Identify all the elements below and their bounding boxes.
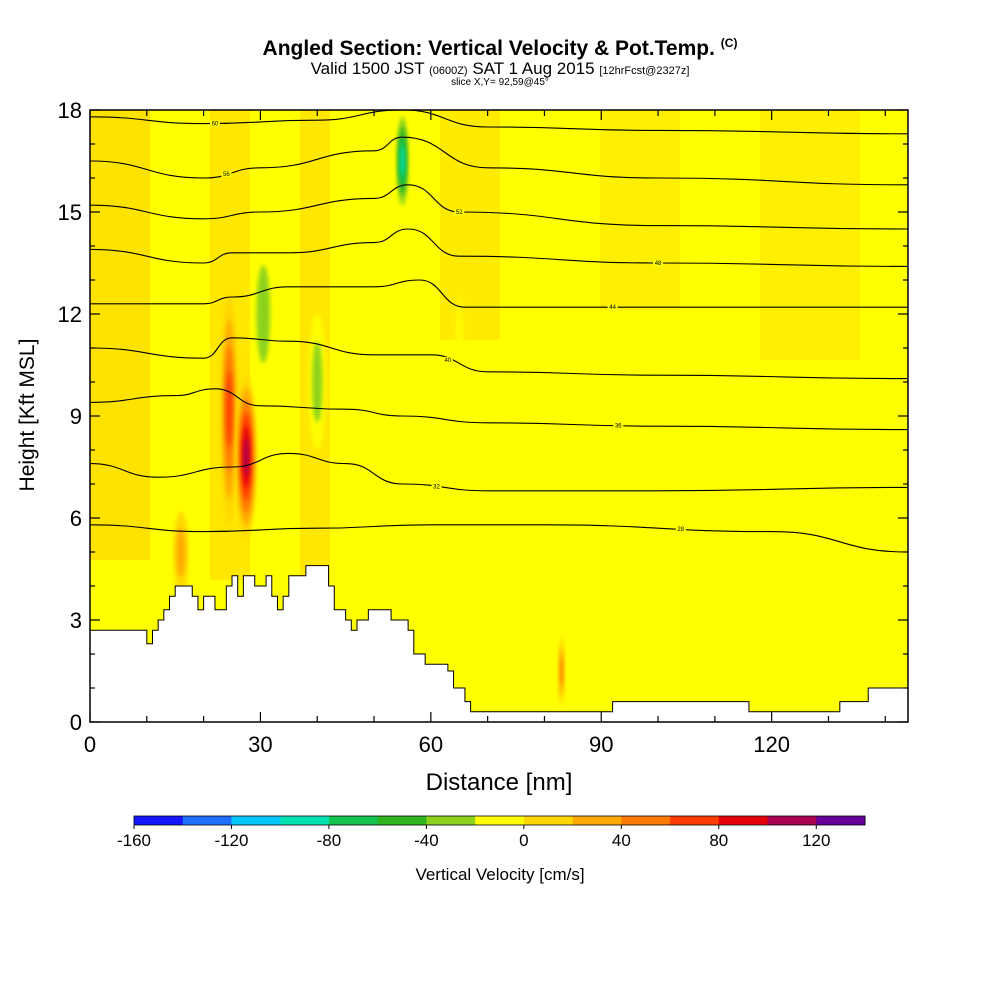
- colorbar-swatch: [767, 816, 817, 825]
- downdraft-cell: [455, 297, 463, 433]
- downdraft-cell: [501, 212, 514, 382]
- y-tick-label: 12: [58, 302, 82, 327]
- colorbar-tick-label: 80: [709, 831, 728, 850]
- x-axis-label: Distance [nm]: [426, 769, 573, 796]
- chart-title-text: Angled Section: Vertical Velocity & Pot.…: [262, 37, 715, 60]
- colorbar-tick-label: -80: [317, 831, 342, 850]
- isentrope-line: [90, 337, 908, 380]
- isentrope-label: 28: [677, 527, 684, 533]
- colorbar-swatch: [621, 816, 671, 825]
- colorbar-label: Vertical Velocity [cm/s]: [415, 865, 584, 884]
- isentrope-line: [90, 279, 908, 308]
- downdraft-cell: [400, 146, 405, 176]
- isentrope-label: 52: [456, 210, 463, 216]
- isentrope-line: [90, 110, 908, 135]
- y-tick-label: 3: [70, 608, 82, 633]
- colorbar-swatch: [718, 816, 769, 825]
- colorbar-swatch: [572, 816, 622, 825]
- plot-area: 60 56 52 48 44 40 36 32 28: [90, 110, 908, 722]
- valid-zulu: (0600Z): [429, 65, 468, 77]
- colorbar-swatch: [426, 816, 476, 825]
- slice-info: slice X,Y= 92,59@45°: [451, 77, 549, 88]
- valid-date: SAT 1 Aug 2015: [472, 59, 595, 78]
- chart-title: Angled Section: Vertical Velocity & Pot.…: [0, 36, 1000, 61]
- downdraft-cell: [256, 265, 271, 363]
- isentrope-line: [90, 388, 908, 431]
- colorbar-swatch: [280, 816, 330, 825]
- isentrope-label: 32: [433, 485, 440, 491]
- colorbar-swatch: [475, 816, 525, 825]
- colorbar-swatch: [523, 816, 574, 825]
- updraft-cell: [560, 656, 563, 686]
- colorbar-tick-label: -120: [214, 831, 248, 850]
- y-tick-label: 9: [70, 404, 82, 429]
- y-axis-label: Height [Kft MSL]: [16, 339, 39, 492]
- weak-updraft-band: [760, 110, 860, 360]
- isentrope-label-bg: [221, 170, 232, 177]
- colorbar-swatch: [328, 816, 379, 825]
- colorbar-tick-label: 40: [612, 831, 631, 850]
- isentrope-label-bg: [613, 422, 624, 429]
- isentrope-label-bg: [607, 304, 618, 311]
- colorbar-swatch: [670, 816, 720, 825]
- x-tick-label: 0: [84, 732, 96, 757]
- colorbar-swatch: [816, 816, 866, 825]
- updraft-cell: [226, 370, 233, 448]
- colorbar-tick-label: -160: [117, 831, 151, 850]
- colorbar-swatch: [182, 816, 232, 825]
- colorbar-tick-label: 120: [802, 831, 830, 850]
- weak-updraft-band: [90, 110, 150, 560]
- colorbar-swatch: [134, 816, 184, 825]
- isentrope-label-bg: [209, 120, 220, 127]
- x-tick-label: 120: [753, 732, 790, 757]
- y-tick-label: 18: [58, 98, 82, 123]
- colorbar-swatch: [377, 816, 427, 825]
- isentrope-label: 36: [615, 423, 622, 429]
- x-tick-label: 60: [419, 732, 443, 757]
- updraft-cell: [176, 527, 186, 577]
- y-tick-label: 6: [70, 506, 82, 531]
- isentrope-label: 56: [223, 172, 230, 178]
- colorbar-tick-label: 0: [519, 831, 528, 850]
- colorbar-tick-label: -40: [414, 831, 439, 850]
- isentrope-label: 40: [445, 358, 452, 364]
- isentrope-label: 44: [609, 305, 616, 311]
- isentrope-label: 48: [655, 261, 662, 267]
- colorbar-swatch: [231, 816, 281, 825]
- isentrope-label-bg: [431, 483, 442, 490]
- valid-time: Valid 1500 JST: [310, 59, 425, 78]
- x-axis: 0 30 60 90 120: [84, 110, 886, 757]
- isentrope-line: [90, 184, 908, 230]
- isentrope-line: [90, 452, 908, 492]
- y-tick-label: 15: [58, 200, 82, 225]
- isentrope-label: 60: [212, 121, 219, 127]
- y-tick-label: 0: [70, 710, 82, 735]
- isentrope-label-bg: [442, 356, 453, 363]
- updraft-cell: [243, 437, 249, 476]
- x-tick-label: 30: [248, 732, 272, 757]
- weak-updraft-band: [440, 110, 500, 340]
- isentropes: 60 56 52 48 44 40 36 32 28: [90, 110, 908, 553]
- forecast-info: [12hrFcst@2327z]: [599, 65, 690, 77]
- downdraft-cell: [159, 518, 169, 620]
- x-tick-label: 90: [589, 732, 613, 757]
- weak-updraft-band: [600, 110, 680, 310]
- isentrope-line: [90, 524, 908, 553]
- isentrope-line: [90, 136, 908, 186]
- downdraft-cell: [312, 341, 323, 423]
- isentrope-label-bg: [454, 209, 465, 215]
- terrain: [90, 565, 908, 722]
- colorbar: -160 -120 -80 -40 0 40 80 120: [117, 815, 866, 850]
- chart-title-unit: (C): [720, 36, 738, 50]
- isentrope-label-bg: [675, 525, 686, 532]
- isentrope-label-bg: [653, 260, 664, 266]
- colorbar-frame: [133, 815, 866, 826]
- chart-subtitle: Valid 1500 JST (0600Z) SAT 1 Aug 2015 [1…: [0, 59, 1000, 79]
